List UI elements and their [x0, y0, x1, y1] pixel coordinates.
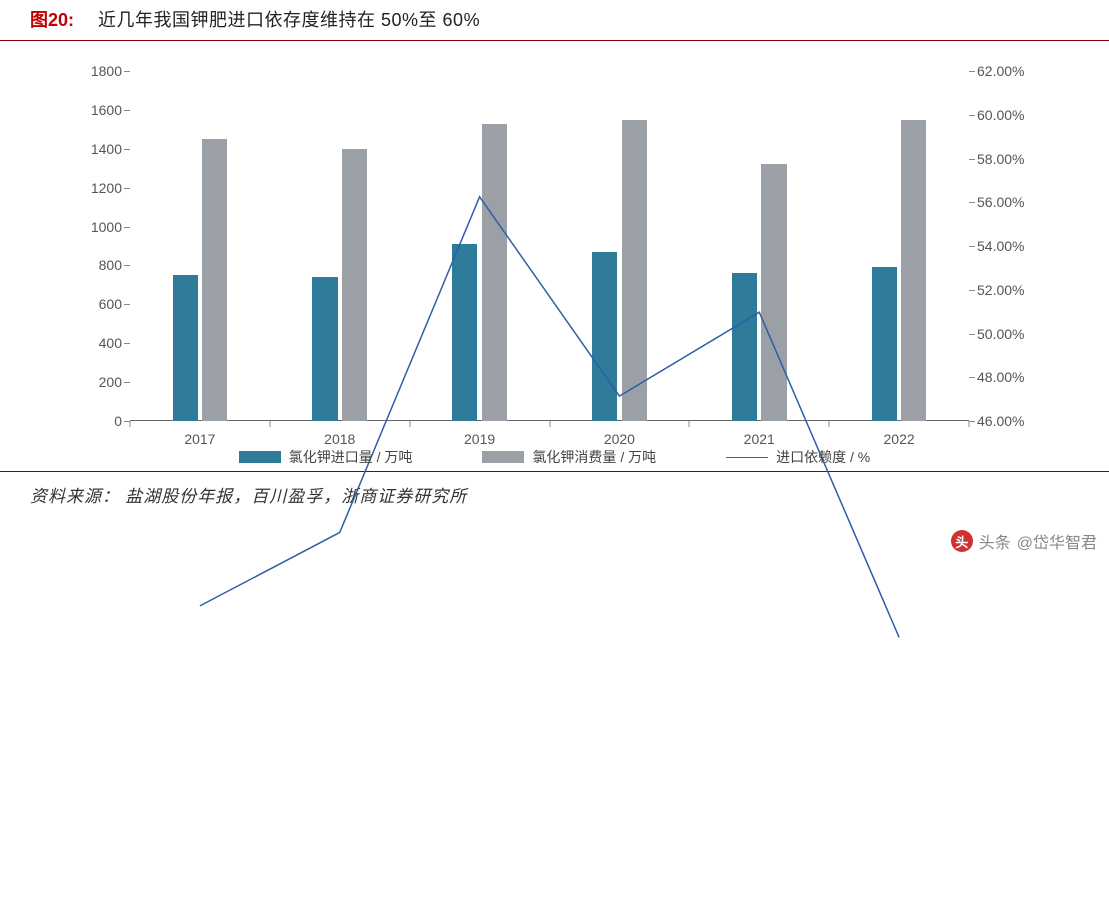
legend-item-import: 氯化钾进口量 / 万吨 — [239, 447, 413, 467]
source-label: 资料来源： — [30, 487, 120, 506]
figure-title: 近几年我国钾肥进口依存度维持在 50%至 60% — [98, 6, 480, 32]
y-right-label: 58.00% — [977, 151, 1047, 167]
y-right-label: 46.00% — [977, 413, 1047, 429]
y-left-label: 1000 — [62, 219, 122, 235]
line-overlay — [130, 71, 969, 910]
watermark-handle: @岱华智君 — [1017, 529, 1097, 553]
watermark-icon: 头 — [951, 530, 973, 552]
y-right-tick — [969, 290, 975, 291]
figure: 图20: 近几年我国钾肥进口依存度维持在 50%至 60% 0200400600… — [0, 0, 1109, 559]
y-right-label: 56.00% — [977, 194, 1047, 210]
figure-title-row: 图20: 近几年我国钾肥进口依存度维持在 50%至 60% — [0, 0, 1109, 41]
y-left-label: 1800 — [62, 63, 122, 79]
y-right-tick — [969, 421, 975, 422]
chart: 02004006008001000120014001600180046.00%4… — [60, 71, 1049, 471]
y-right-tick — [969, 202, 975, 203]
y-right-label: 48.00% — [977, 369, 1047, 385]
legend-line-icon — [726, 451, 768, 463]
watermark: 头 头条 @岱华智君 — [951, 529, 1097, 553]
y-right-label: 52.00% — [977, 282, 1047, 298]
y-left-label: 1200 — [62, 180, 122, 196]
legend-item-dependency: 进口依赖度 / % — [726, 447, 870, 467]
legend-label: 氯化钾进口量 / 万吨 — [289, 447, 413, 467]
y-right-tick — [969, 377, 975, 378]
y-left-label: 0 — [62, 413, 122, 429]
dependency-line — [200, 197, 899, 637]
y-left-label: 800 — [62, 257, 122, 273]
legend-item-consumption: 氯化钾消费量 / 万吨 — [482, 447, 656, 467]
plot-inner: 02004006008001000120014001600180046.00%4… — [130, 71, 969, 421]
legend-label: 氯化钾消费量 / 万吨 — [532, 447, 656, 467]
y-right-tick — [969, 246, 975, 247]
y-left-label: 400 — [62, 335, 122, 351]
legend-label: 进口依赖度 / % — [776, 447, 870, 467]
legend-swatch — [482, 451, 524, 463]
y-right-label: 50.00% — [977, 326, 1047, 342]
y-right-tick — [969, 115, 975, 116]
y-left-label: 1400 — [62, 141, 122, 157]
legend: 氯化钾进口量 / 万吨 氯化钾消费量 / 万吨 进口依赖度 / % — [60, 447, 1049, 467]
y-left-label: 1600 — [62, 102, 122, 118]
y-right-tick — [969, 71, 975, 72]
y-right-label: 62.00% — [977, 63, 1047, 79]
watermark-prefix: 头条 — [979, 529, 1011, 553]
y-right-tick — [969, 159, 975, 160]
y-left-label: 600 — [62, 296, 122, 312]
legend-swatch — [239, 451, 281, 463]
y-right-tick — [969, 334, 975, 335]
y-right-label: 54.00% — [977, 238, 1047, 254]
plot-area: 02004006008001000120014001600180046.00%4… — [130, 71, 969, 421]
figure-number: 图20: — [30, 6, 74, 32]
y-right-label: 60.00% — [977, 107, 1047, 123]
y-left-label: 200 — [62, 374, 122, 390]
